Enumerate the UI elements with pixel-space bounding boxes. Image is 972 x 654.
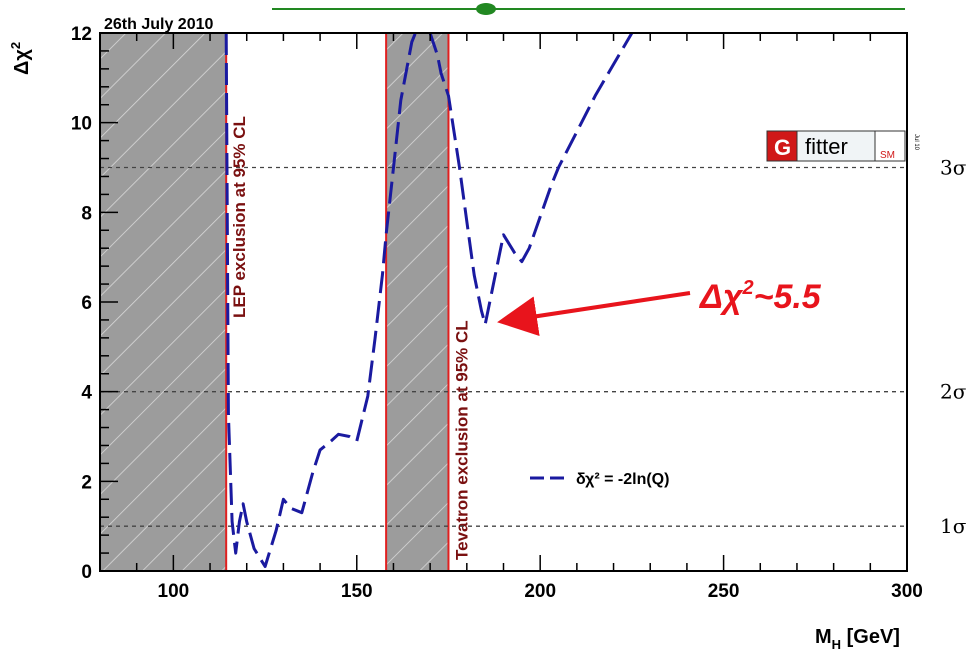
- sigma-label-2: 3σ: [940, 156, 967, 180]
- y-axis-label-main: Δχ: [11, 49, 33, 75]
- legend: δχ² = -2ln(Q): [530, 471, 669, 488]
- y-tick-label: 2: [81, 472, 92, 493]
- callout-text-tail: ~5.5: [754, 278, 822, 316]
- sigma-label-0: 1σ: [940, 514, 967, 538]
- chi2-curve-group: [224, 33, 634, 568]
- y-axis-label-sup: 2: [8, 42, 23, 49]
- excluded-region-1: [386, 33, 449, 571]
- callout-text-sup: 2: [741, 277, 753, 299]
- sigma-lines: 1σ 2σ 3σ: [100, 156, 967, 538]
- x-tick-label: 100: [158, 581, 190, 602]
- x-axis-label-main: M: [815, 626, 832, 648]
- callout-arrow: [497, 291, 691, 336]
- logo-g-box: [766, 130, 798, 162]
- callout-text-main: Δχ: [698, 278, 744, 316]
- excluded-regions: LEP exclusion at 95% CL Tevatron exclusio…: [100, 33, 471, 571]
- y-tick-label: 10: [71, 114, 92, 135]
- logo-fitter-box: [796, 130, 876, 162]
- y-tick-label: 0: [81, 562, 92, 583]
- date-label: 26th July 2010: [104, 16, 214, 33]
- logo-sm-text: SM: [880, 150, 895, 161]
- excluded-region-0: [100, 33, 227, 571]
- excluded-region-1-label: Tevatron exclusion at 95% CL: [452, 320, 471, 560]
- excluded-region-0-label: LEP exclusion at 95% CL: [230, 116, 249, 318]
- sigma-label-1: 2σ: [940, 380, 967, 404]
- y-tick-label: 6: [81, 293, 92, 314]
- x-axis-label: MH [GeV]: [815, 626, 900, 652]
- y-tick-label: 8: [81, 203, 92, 224]
- legend-label: δχ² = -2ln(Q): [576, 471, 669, 488]
- svg-text:Δχ2: Δχ2: [8, 42, 33, 75]
- callout-text: Δχ2~5.5: [698, 277, 822, 316]
- x-tick-label: 200: [524, 581, 556, 602]
- gfitter-logo: G fitter SM Jul 10: [766, 130, 919, 162]
- y-tick-label: 4: [81, 383, 92, 404]
- x-axis-label-unit: [GeV]: [841, 626, 900, 648]
- logo-version-text: Jul 10: [913, 134, 919, 151]
- axis-ticks: 100 150 200 250 300 0 2 4 6 8 10 12: [71, 24, 923, 602]
- callout-annotation: Δχ2~5.5: [497, 277, 822, 336]
- top-green-dot: [476, 3, 496, 15]
- series-curve: [224, 33, 634, 568]
- y-axis-label: Δχ2: [8, 42, 33, 75]
- x-tick-label: 250: [708, 581, 740, 602]
- x-tick-label: 150: [341, 581, 373, 602]
- x-axis-label-sub: H: [832, 637, 841, 652]
- x-tick-label: 300: [891, 581, 923, 602]
- logo-fitter-text: fitter: [805, 134, 848, 159]
- logo-sm-box: [874, 130, 906, 162]
- y-tick-label: 12: [71, 24, 92, 45]
- logo-g-text: G: [774, 135, 791, 160]
